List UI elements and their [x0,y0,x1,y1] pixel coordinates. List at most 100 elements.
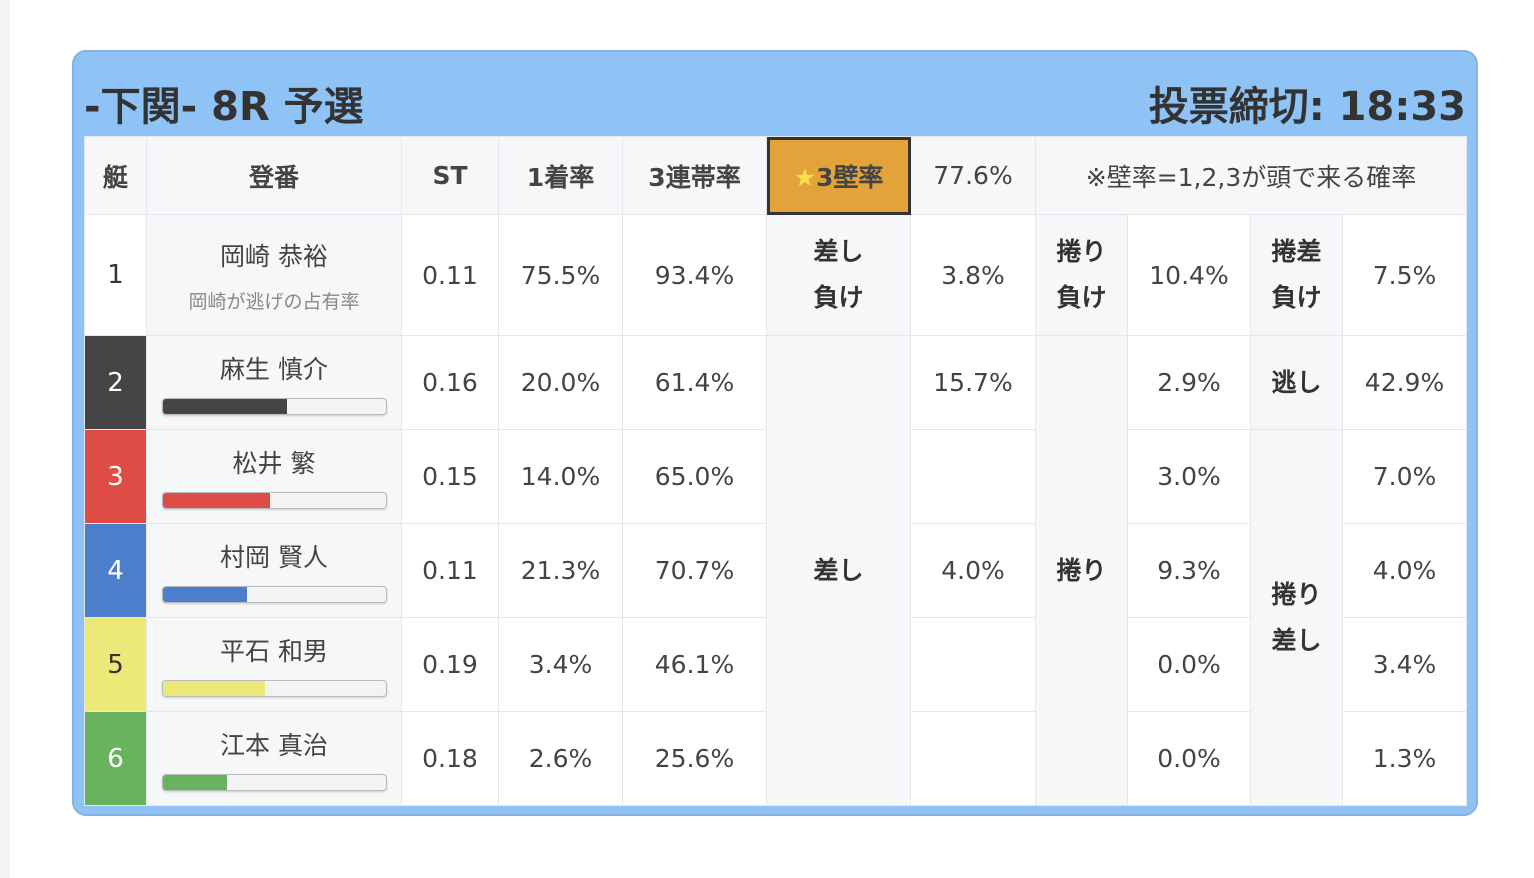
sashi-rate [910,711,1036,806]
column-header: 艇 [84,136,147,215]
mz-rate: 7.5% [1341,214,1468,336]
racer-name: 岡崎 恭裕岡崎が逃げの占有率 [146,214,402,336]
racer-row: 4 村岡 賢人 0.11 21.3% 70.7% 4.0% 9.3% 4.0% [84,523,1468,618]
bar-track [161,492,387,509]
column-header: ST [401,136,499,215]
makuri-rate: 2.9% [1127,335,1251,430]
win-rate: 14.0% [498,429,623,524]
racer-row: 6 江本 真治 0.18 2.6% 25.6% 0.0% 1.3% [84,711,1468,806]
deadline: 投票締切: 18:33 [1148,84,1466,130]
lane: 3 [84,429,147,524]
sashi-rate [910,617,1036,712]
mz-rate: 4.0% [1341,523,1468,618]
label-line: 差し [1271,625,1322,655]
racer-row: 1 岡崎 恭裕 岡崎が逃げの占有率 0.11 75.5% 93.4% 差し 負け 3.8% 捲り負… [84,214,1468,336]
sashi-rate: 15.7% [910,335,1036,430]
bar [162,587,248,602]
sashi-rate [910,429,1036,524]
bar [162,399,288,414]
win-rate: 75.5% [498,214,623,336]
racer-name: 村岡 賢人 [146,523,402,618]
top3-rate: 93.4% [622,214,767,336]
name: 村岡 賢人 [220,543,328,572]
top3-rate: 65.0% [622,429,767,524]
name: 麻生 慎介 [220,355,328,384]
side-strip [0,0,10,878]
bar [162,681,266,696]
racer-name: 平石 和男 [146,617,402,712]
column-header: 登番 [146,136,402,215]
race-table: 艇登番 ST 1着率 3連帯率 ★3壁率 77.6% ※壁率=1,2,3が頭で来る確率 1 岡崎… [84,136,1468,806]
wall-rate: 77.6% [910,136,1036,215]
name: 松井 繁 [232,449,316,478]
label-line: 負け [1271,283,1322,312]
lane: 1 [84,214,147,336]
race-panel: -下関- 8R 予選 投票締切: 18:33 艇登番 ST 1着率 3連帯率 ★3壁率 7… [72,50,1478,816]
lane: 6 [84,711,147,806]
pattern-label: 捲り 差し [1250,429,1343,806]
name: 江本 真治 [220,731,328,760]
top3-rate: 46.1% [622,617,767,712]
subtitle: 岡崎が逃げの占有率 [188,290,360,313]
bar [162,493,270,508]
racer-name: 麻生 慎介 [146,335,402,430]
makuri-rate: 10.4% [1127,214,1251,336]
pattern-label: 捲り 負け [1035,214,1128,336]
lane: 2 [84,335,147,430]
racer-name: 江本 真治 [146,711,402,806]
label-line: 捲り [1056,237,1107,266]
name: 岡崎 恭裕 [220,241,328,271]
st: 0.15 [401,429,499,524]
makuri-rate: 3.0% [1127,429,1251,524]
st: 0.19 [401,617,499,712]
win-rate: 20.0% [498,335,623,430]
mz-rate: 1.3% [1341,711,1468,806]
makuri-rate: 9.3% [1127,523,1251,618]
top3-rate: 61.4% [622,335,767,430]
bar-track [161,398,387,415]
mz-rate: 3.4% [1341,617,1468,712]
mz-rate: 42.9% [1341,335,1468,430]
pattern-label: 捲り [1035,335,1128,806]
lane: 4 [84,523,147,618]
pattern-label: 差し 負け [766,214,911,336]
label-line: 捲り [1271,579,1322,609]
pattern-label: 捲差 負け [1250,214,1343,336]
pattern-label: 逃し [1250,335,1343,430]
sashi-rate: 4.0% [910,523,1036,618]
column-header: 3連帯率 [622,136,767,215]
label-line: 負け [813,283,864,312]
bar [162,775,228,790]
racer-row: 2 麻生 慎介 0.16 20.0% 61.4% 差し 15.7% 捲り 2.9% 逃し 42.9% [84,335,1468,806]
top3-rate: 25.6% [622,711,767,806]
label-line: 負け [1056,283,1107,312]
mz-rate: 7.0% [1341,429,1468,524]
makuri-rate: 0.0% [1127,617,1251,712]
header-row: 艇登番 ST 1着率 3連帯率 ★3壁率 77.6% ※壁率=1,2,3が頭で来る確率 [84,136,1468,215]
st: 0.11 [401,523,499,618]
sashi-rate: 3.8% [910,214,1036,336]
column-header: 1着率 [498,136,623,215]
bar-track [161,680,387,697]
win-rate: 2.6% [498,711,623,806]
makuri-rate: 0.0% [1127,711,1251,806]
star: ★ [793,162,816,192]
top3-rate: 70.7% [622,523,767,618]
st: 0.18 [401,711,499,806]
win-rate: 21.3% [498,523,623,618]
lane: 5 [84,617,147,712]
label-line: 差し [813,237,864,266]
wall-label: 3壁率 [816,162,884,192]
racer-row: 3 松井 繁 0.15 14.0% 65.0% 3.0% 捲り 差し 7.0% [84,429,1468,806]
racer-name: 松井 繁 [146,429,402,524]
note: ※壁率=1,2,3が頭で来る確率 [1034,136,1468,215]
name: 平石 和男 [220,637,328,666]
st: 0.16 [401,335,499,430]
win-rate: 3.4% [498,617,623,712]
pattern-label: 差し [766,335,911,806]
bar-track [161,586,387,603]
wall-header: ★3壁率 [766,136,911,215]
bar-track [161,774,387,791]
race-title: -下関- 8R 予選 [84,84,364,130]
